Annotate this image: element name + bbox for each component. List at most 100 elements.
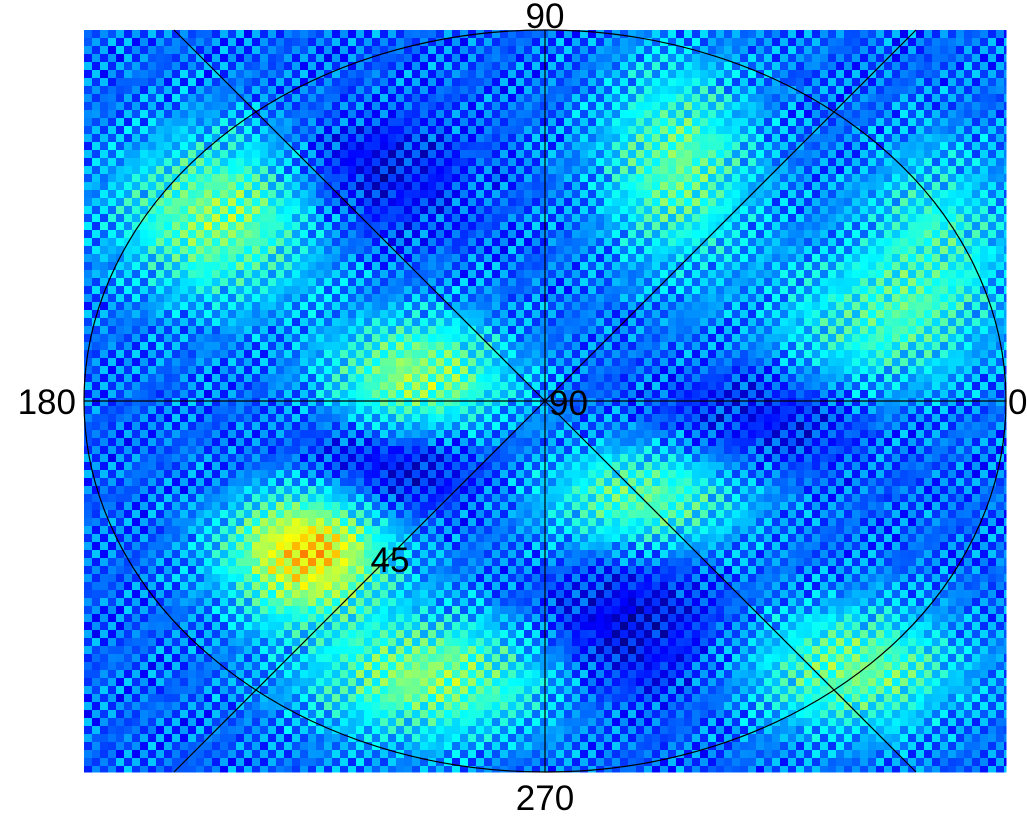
heatmap-cell [100, 118, 109, 127]
heatmap-cell [828, 342, 837, 351]
heatmap-cell [428, 94, 437, 103]
heatmap-cell [828, 238, 837, 247]
heatmap-cell [220, 270, 229, 279]
heatmap-cell [956, 246, 965, 255]
heatmap-cell [924, 54, 933, 63]
heatmap-cell [868, 46, 877, 55]
heatmap-cell [724, 86, 733, 95]
heatmap-cell [292, 182, 301, 191]
heatmap-cell [100, 278, 109, 287]
heatmap-cell [844, 230, 853, 239]
heatmap-cell [660, 270, 669, 279]
heatmap-cell [180, 198, 189, 207]
heatmap-cell [652, 102, 661, 111]
heatmap-cell [228, 310, 237, 319]
heatmap-cell [684, 350, 693, 359]
heatmap-cell [372, 302, 381, 311]
heatmap-cell [588, 358, 597, 367]
heatmap-cell [428, 158, 437, 167]
heatmap-cell [108, 150, 117, 159]
heatmap-cell [436, 206, 445, 215]
heatmap-cell [780, 302, 789, 311]
heatmap-cell [764, 78, 773, 87]
heatmap-cell [996, 206, 1005, 215]
heatmap-cell [956, 366, 965, 375]
heatmap-cell [140, 158, 149, 167]
heatmap-cell [924, 182, 933, 191]
heatmap-cell [988, 286, 997, 295]
heatmap-cell [92, 134, 101, 143]
heatmap-cell [756, 270, 765, 279]
heatmap-cell [684, 366, 693, 375]
heatmap-cell [228, 230, 237, 239]
heatmap-cell [532, 358, 541, 367]
heatmap-cell [404, 190, 413, 199]
heatmap-cell [548, 94, 557, 103]
heatmap-cell [868, 166, 877, 175]
heatmap-cell [460, 54, 469, 63]
heatmap-cell [284, 310, 293, 319]
heatmap-cell [220, 294, 229, 303]
heatmap-cell [388, 238, 397, 247]
heatmap-cell [524, 134, 533, 143]
heatmap-cell [820, 126, 829, 135]
heatmap-cell [132, 174, 141, 183]
heatmap-cell [644, 94, 653, 103]
heatmap-cell [788, 94, 797, 103]
heatmap-cell [652, 270, 661, 279]
heatmap-cell [732, 350, 741, 359]
heatmap-cell [388, 286, 397, 295]
heatmap-cell [356, 230, 365, 239]
heatmap-cell [124, 86, 133, 95]
heatmap-cell [932, 262, 941, 271]
heatmap-cell [724, 294, 733, 303]
heatmap-cell [164, 134, 173, 143]
heatmap-cell [748, 118, 757, 127]
heatmap-cell [692, 222, 701, 231]
heatmap-cell [788, 350, 797, 359]
heatmap-cell [620, 182, 629, 191]
heatmap-cell [900, 166, 909, 175]
heatmap-cell [276, 158, 285, 167]
heatmap-cell [572, 302, 581, 311]
heatmap-cell [164, 310, 173, 319]
heatmap-cell [684, 326, 693, 335]
heatmap-cell [964, 358, 973, 367]
heatmap-cell [700, 246, 709, 255]
heatmap-cell [916, 46, 925, 55]
heatmap-cell [372, 238, 381, 247]
heatmap-cell [940, 262, 949, 271]
heatmap-cell [988, 350, 997, 359]
heatmap-cell [108, 46, 117, 55]
heatmap-cell [420, 70, 429, 79]
heatmap-cell [388, 246, 397, 255]
heatmap-cell [452, 166, 461, 175]
heatmap-cell [764, 46, 773, 55]
heatmap-cell [596, 182, 605, 191]
heatmap-cell [420, 222, 429, 231]
heatmap-cell [532, 38, 541, 47]
heatmap-cell [660, 318, 669, 327]
heatmap-cell [204, 134, 213, 143]
heatmap-cell [236, 254, 245, 263]
heatmap-cell [140, 150, 149, 159]
heatmap-cell [1004, 302, 1007, 311]
heatmap-cell [996, 222, 1005, 231]
heatmap-cell [132, 334, 141, 343]
heatmap-cell [708, 134, 717, 143]
heatmap-cell [972, 366, 981, 375]
heatmap-cell [892, 230, 901, 239]
heatmap-cell [932, 126, 941, 135]
heatmap-cell [428, 278, 437, 287]
heatmap-cell [308, 310, 317, 319]
heatmap-cell [548, 174, 557, 183]
heatmap-cell [404, 198, 413, 207]
heatmap-cell [364, 190, 373, 199]
heatmap-cell [156, 270, 165, 279]
heatmap-cell [812, 150, 821, 159]
heatmap-cell [284, 366, 293, 375]
heatmap-cell [340, 166, 349, 175]
heatmap-cell [556, 342, 565, 351]
heatmap-cell [844, 190, 853, 199]
heatmap-cell [180, 134, 189, 143]
